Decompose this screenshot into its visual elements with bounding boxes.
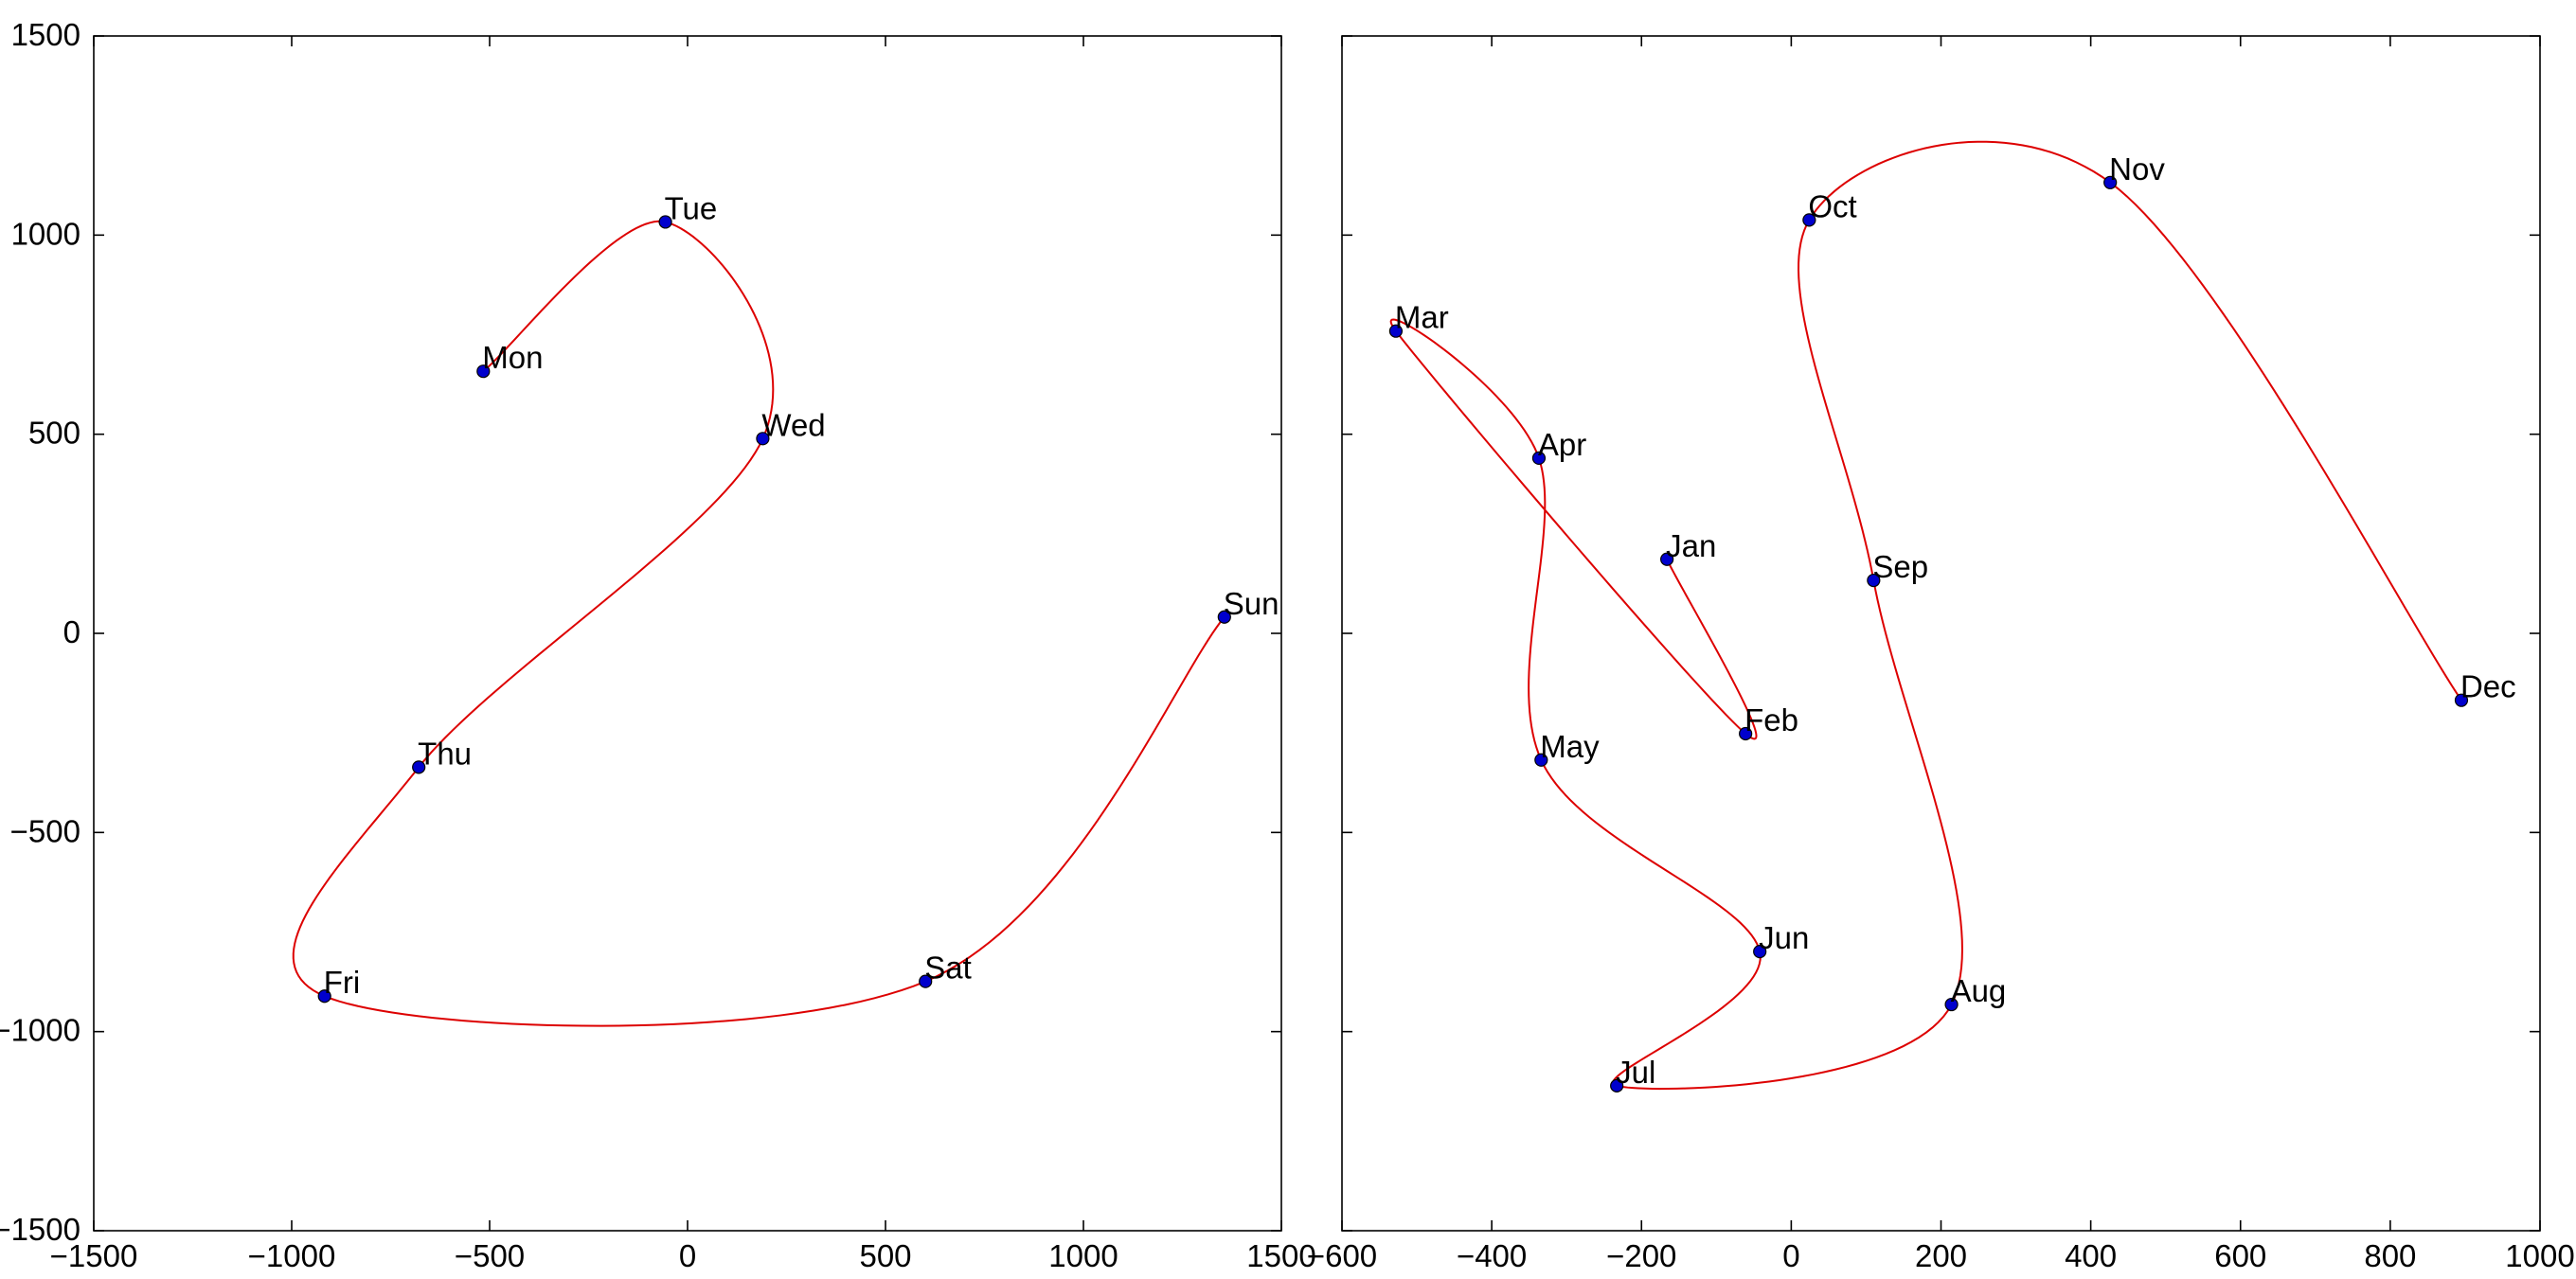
svg-text:600: 600 (2214, 1238, 2266, 1273)
svg-text:Sat: Sat (924, 950, 972, 986)
svg-text:May: May (1540, 729, 1600, 764)
svg-text:1500: 1500 (1246, 1238, 1315, 1273)
svg-text:Jul: Jul (1616, 1055, 1655, 1090)
svg-text:1000: 1000 (11, 216, 80, 251)
svg-text:0: 0 (63, 614, 80, 649)
svg-text:−500: −500 (10, 813, 80, 848)
svg-text:−1000: −1000 (248, 1238, 336, 1273)
svg-text:800: 800 (2364, 1238, 2416, 1273)
svg-text:0: 0 (679, 1238, 696, 1273)
svg-text:Jan: Jan (1666, 528, 1716, 563)
svg-text:Wed: Wed (761, 407, 825, 442)
svg-text:Apr: Apr (1538, 427, 1586, 462)
svg-text:400: 400 (2065, 1238, 2117, 1273)
svg-text:Mon: Mon (482, 340, 543, 375)
svg-text:1500: 1500 (11, 17, 80, 52)
svg-text:−500: −500 (455, 1238, 525, 1273)
svg-text:Aug: Aug (1951, 973, 2007, 1008)
svg-text:−1000: −1000 (0, 1013, 80, 1048)
svg-text:500: 500 (28, 416, 80, 451)
svg-text:Tue: Tue (665, 190, 718, 225)
svg-text:Fri: Fri (324, 965, 360, 1000)
svg-text:Feb: Feb (1744, 702, 1798, 737)
svg-text:1000: 1000 (2505, 1238, 2574, 1273)
svg-text:−200: −200 (1606, 1238, 1676, 1273)
svg-text:Sun: Sun (1224, 586, 1279, 621)
svg-text:−400: −400 (1457, 1238, 1527, 1273)
svg-text:Thu: Thu (418, 736, 472, 771)
svg-text:Sep: Sep (1872, 549, 1928, 584)
svg-text:1000: 1000 (1048, 1238, 1118, 1273)
svg-text:Mar: Mar (1395, 300, 1449, 335)
svg-text:Oct: Oct (1808, 188, 1856, 223)
svg-text:0: 0 (1782, 1238, 1799, 1273)
svg-text:Dec: Dec (2460, 669, 2516, 704)
svg-text:200: 200 (1915, 1238, 1967, 1273)
svg-text:Nov: Nov (2109, 151, 2165, 187)
svg-text:−600: −600 (1307, 1238, 1377, 1273)
svg-text:500: 500 (859, 1238, 911, 1273)
svg-text:−1500: −1500 (0, 1212, 80, 1247)
svg-text:Jun: Jun (1759, 920, 1809, 955)
